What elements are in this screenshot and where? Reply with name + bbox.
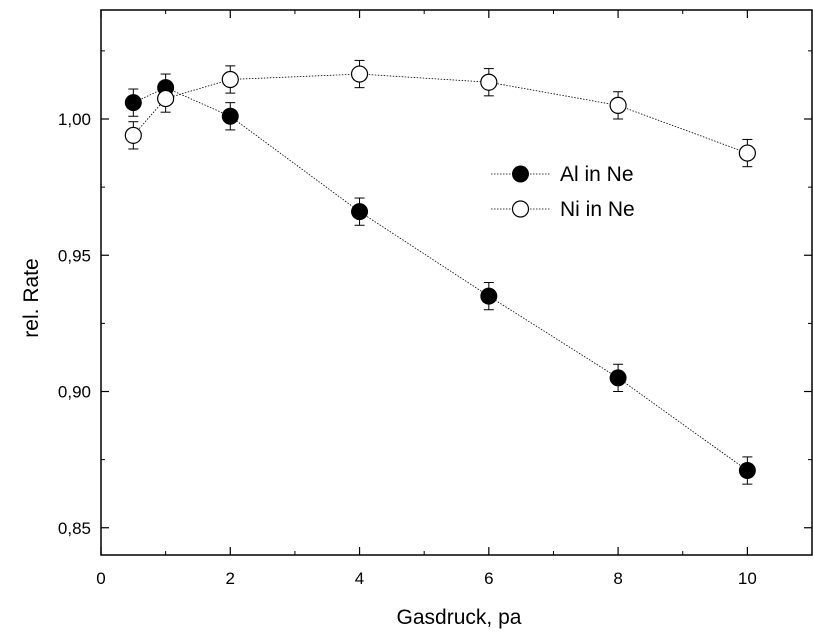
y-tick-label: 0,85 — [58, 519, 91, 538]
data-point — [350, 65, 369, 83]
series-layer — [124, 59, 756, 485]
legend-label-ni: Ni in Ne — [560, 198, 635, 221]
x-tick-label: 4 — [355, 569, 364, 588]
data-point — [738, 462, 756, 480]
y-tick-label: 0,90 — [58, 383, 91, 402]
data-point — [157, 89, 175, 108]
data-point — [124, 94, 142, 112]
y-tick-label: 1,00 — [58, 110, 91, 129]
x-tick-label: 8 — [613, 569, 622, 588]
y-tick-label: 0,95 — [58, 246, 91, 265]
series-line — [133, 87, 748, 471]
x-tick-label: 0 — [96, 569, 105, 588]
data-point — [124, 126, 142, 144]
plot-frame — [100, 9, 813, 556]
x-axis-title: Gasdruck, pa — [397, 606, 522, 629]
legend-marker-al — [512, 165, 529, 183]
data-point — [221, 70, 239, 89]
data-point — [480, 287, 498, 305]
series-ni-in-ne — [124, 59, 756, 168]
x-tick-label: 2 — [226, 569, 235, 588]
data-point — [738, 144, 756, 162]
legend: Al in Ne Ni in Ne — [491, 163, 635, 221]
data-point — [480, 73, 498, 91]
y-axis-title: rel. Rate — [20, 258, 43, 337]
data-point — [351, 203, 369, 221]
x-tick-label: 6 — [484, 569, 493, 588]
data-point — [609, 96, 627, 114]
tick-marks — [100, 10, 813, 555]
legend-label-al: Al in Ne — [560, 163, 634, 186]
series-al-in-ne — [124, 73, 756, 485]
x-tick-label: 10 — [738, 569, 757, 588]
legend-marker-ni — [511, 200, 530, 218]
data-point — [609, 369, 627, 387]
data-point — [221, 107, 239, 125]
